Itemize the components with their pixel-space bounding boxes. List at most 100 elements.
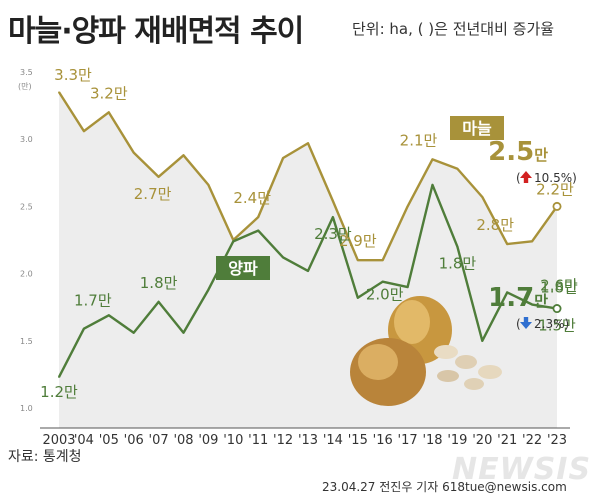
series-point bbox=[332, 216, 334, 218]
watermark-text: NEWSIS bbox=[452, 452, 592, 487]
x-tick-label: '21 bbox=[497, 433, 517, 448]
arrow-up-icon bbox=[520, 171, 532, 183]
data-label: 2.8만 bbox=[476, 216, 514, 234]
series-point bbox=[182, 154, 185, 157]
series-point bbox=[381, 259, 384, 261]
series-point bbox=[531, 303, 533, 306]
y-tick-label: 1.5 bbox=[20, 337, 33, 346]
y-tick-label: 2.5 bbox=[20, 202, 33, 211]
series-point bbox=[431, 158, 434, 161]
series-point bbox=[257, 229, 260, 232]
credit-note: 23.04.27 전진우 기자 618tue@newsis.com bbox=[322, 480, 567, 494]
data-label: 1.8만 bbox=[140, 274, 178, 292]
legend-box bbox=[450, 116, 504, 140]
y-tick-label: 2.0 bbox=[20, 270, 33, 279]
series-point bbox=[182, 331, 185, 334]
data-label: 2.9만 bbox=[339, 232, 377, 250]
x-tick-label: '18 bbox=[422, 433, 442, 448]
x-tick-label: '07 bbox=[149, 433, 169, 448]
series-point bbox=[58, 91, 60, 93]
change-rate: 10.5%) bbox=[534, 171, 577, 185]
x-tick-label: '05 bbox=[99, 433, 119, 448]
paren-open: ( bbox=[516, 317, 521, 331]
x-tick-label: 2003 bbox=[42, 433, 75, 448]
series-point bbox=[207, 288, 210, 291]
data-label: 1.5만 bbox=[538, 317, 576, 335]
data-label: 1.2만 bbox=[40, 383, 78, 401]
source-note: 자료: 통계청 bbox=[8, 449, 82, 465]
data-label: 1.8만 bbox=[439, 255, 477, 273]
data-label: 2.7만 bbox=[134, 185, 172, 203]
series-point bbox=[332, 200, 334, 202]
series-point bbox=[207, 184, 210, 186]
latest-value: 2.5만 bbox=[488, 137, 548, 167]
series-point bbox=[481, 196, 484, 198]
x-tick-label: '20 bbox=[472, 433, 492, 448]
series-point bbox=[506, 243, 509, 245]
series-point bbox=[83, 327, 85, 330]
series-point bbox=[307, 270, 309, 272]
legend-box bbox=[216, 256, 270, 280]
data-label: 2.6만 bbox=[540, 277, 578, 295]
series-point bbox=[431, 184, 434, 186]
y-tick-label: 3.0 bbox=[20, 135, 33, 144]
series-point bbox=[83, 130, 85, 132]
series-point bbox=[282, 157, 284, 159]
series-point bbox=[357, 296, 359, 299]
arrow-down-icon bbox=[520, 317, 532, 329]
legend-label: 마늘 bbox=[462, 119, 492, 138]
page-title: 마늘·양파 재배면적 추이 bbox=[8, 14, 304, 49]
x-tick-label: '16 bbox=[373, 433, 393, 448]
x-tick-label: '15 bbox=[348, 433, 368, 448]
x-tick-label: '14 bbox=[323, 433, 343, 448]
x-tick-label: '06 bbox=[124, 433, 144, 448]
series-point bbox=[157, 301, 160, 303]
x-tick-label: '19 bbox=[447, 433, 467, 448]
data-label: 1.7만 bbox=[74, 291, 112, 309]
data-label: 2.2만 bbox=[536, 180, 574, 198]
series-end-point bbox=[552, 201, 562, 211]
x-tick-label: '08 bbox=[173, 433, 193, 448]
x-tick-label: '17 bbox=[398, 433, 418, 448]
y-unit-label: (만) bbox=[18, 82, 32, 91]
series-point bbox=[531, 240, 533, 243]
x-tick-label: '10 bbox=[223, 433, 243, 448]
series-point bbox=[381, 280, 384, 283]
series-point bbox=[132, 331, 135, 334]
x-tick-label: '09 bbox=[198, 433, 218, 448]
data-label: 2.0만 bbox=[366, 286, 404, 304]
series-point bbox=[157, 176, 160, 178]
series-point bbox=[232, 240, 235, 243]
y-tick-label: 3.5 bbox=[20, 68, 33, 77]
paren-open: ( bbox=[516, 171, 521, 185]
x-tick-label: '23 bbox=[547, 433, 567, 448]
series-point bbox=[257, 216, 260, 218]
series-point bbox=[456, 245, 459, 248]
x-tick-label: '22 bbox=[522, 433, 542, 448]
series-point bbox=[357, 259, 359, 261]
series-point bbox=[108, 111, 110, 114]
series-point bbox=[456, 167, 459, 170]
series-point bbox=[58, 376, 60, 378]
series-point bbox=[307, 142, 309, 145]
data-label: 2.1만 bbox=[400, 131, 438, 149]
series-end-point bbox=[552, 304, 562, 314]
series-point bbox=[481, 340, 484, 342]
legend-label: 양파 bbox=[228, 259, 258, 278]
data-label: 1.8만 bbox=[540, 279, 578, 297]
data-label: 3.2만 bbox=[90, 84, 128, 102]
y-tick-label: 1.0 bbox=[20, 404, 33, 413]
garlic-onion-icon bbox=[350, 296, 502, 406]
series-point bbox=[506, 291, 509, 294]
series-layer bbox=[57, 91, 562, 378]
x-tick-label: '04 bbox=[74, 433, 94, 448]
x-tick-label: '11 bbox=[248, 433, 268, 448]
x-tick-label: '13 bbox=[298, 433, 318, 448]
x-tick-label: '12 bbox=[273, 433, 293, 448]
change-rate: 2.3%) bbox=[534, 317, 569, 331]
series-point bbox=[406, 286, 409, 288]
unit-note: 단위: ha, ( )은 전년대비 증가율 bbox=[352, 20, 555, 38]
data-label: 2.4만 bbox=[233, 189, 271, 207]
series-point bbox=[282, 256, 284, 259]
